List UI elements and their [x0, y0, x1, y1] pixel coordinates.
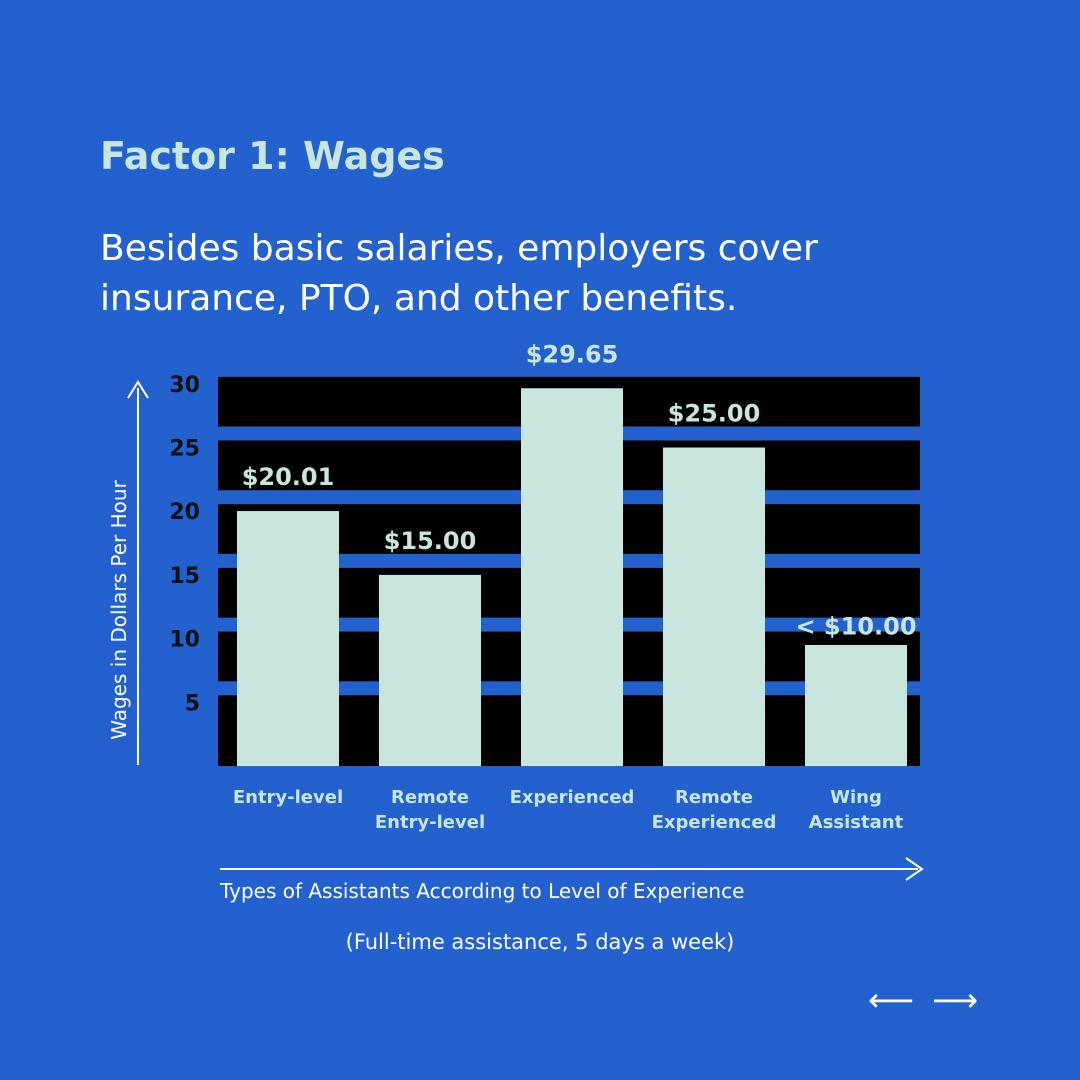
- data-label: $25.00: [668, 400, 761, 428]
- arrow-left-icon: ⟵: [868, 981, 914, 1019]
- bar: [379, 574, 481, 766]
- y-axis-arrowhead: [127, 380, 149, 399]
- category-label: Experienced: [510, 787, 635, 808]
- bar: [663, 447, 765, 766]
- arrow-right-icon: ⟶: [932, 981, 978, 1019]
- category-label: Wing: [830, 787, 882, 808]
- bar: [521, 388, 623, 766]
- y-axis-label: Wages in Dollars Per Hour: [107, 479, 131, 739]
- prev-button[interactable]: ⟵: [868, 981, 914, 1019]
- y-tick-label: 5: [185, 691, 200, 716]
- y-tick-label: 10: [169, 628, 200, 653]
- y-tick-label: 20: [169, 500, 200, 525]
- y-tick-label: 25: [169, 437, 200, 462]
- page-title: Factor 1: Wages: [100, 134, 445, 178]
- bar: [805, 644, 907, 766]
- data-label: $29.65: [526, 340, 619, 368]
- y-tick-label: 15: [169, 564, 200, 589]
- footnote: (Full-time assistance, 5 days a week): [345, 930, 735, 954]
- category-label: Remote: [391, 787, 469, 808]
- category-label: Experienced: [652, 812, 777, 833]
- page-subtitle: Besides basic salaries, employers cover …: [100, 228, 818, 319]
- category-label: Entry-level: [233, 787, 343, 808]
- category-label: Assistant: [809, 812, 904, 833]
- data-label: $20.01: [242, 463, 335, 491]
- data-label: < $10.00: [795, 613, 916, 641]
- data-label: $15.00: [384, 527, 477, 555]
- y-tick-label: 30: [169, 373, 200, 398]
- x-axis-arrowhead: [905, 857, 924, 881]
- category-label: Remote: [675, 787, 753, 808]
- next-button[interactable]: ⟶: [932, 981, 978, 1019]
- x-axis-label: Types of Assistants According to Level o…: [219, 879, 744, 903]
- bar: [237, 511, 339, 766]
- category-label: Entry-level: [375, 812, 485, 833]
